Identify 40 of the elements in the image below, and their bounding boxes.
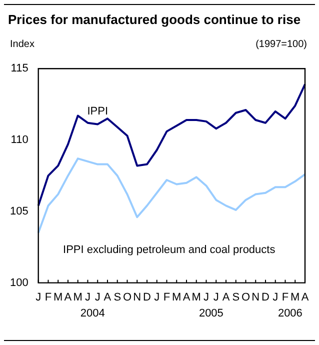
- text: 2006: [278, 307, 302, 320]
- x-tick-label: A: [301, 291, 310, 304]
- text: IPPI excluding petroleum and coal products: [63, 244, 276, 256]
- x-tick-label: J: [84, 291, 90, 304]
- x-tick-label: A: [182, 291, 191, 304]
- x-tick-label: J: [94, 291, 100, 304]
- x-tick-label: M: [54, 291, 63, 304]
- x-tick-label: J: [213, 291, 219, 304]
- x-tick-label: J: [36, 291, 42, 304]
- x-tick-label: M: [192, 291, 201, 304]
- x-tick-label: S: [114, 291, 122, 304]
- x-tick-label: F: [282, 291, 289, 304]
- x-tick-label: A: [104, 291, 112, 304]
- x-tick-label: J: [272, 291, 278, 304]
- x-tick-label: N: [133, 291, 142, 304]
- x-tick-label: M: [73, 291, 82, 304]
- x-tick-label: O: [122, 291, 132, 304]
- x-tick-label: A: [64, 291, 72, 304]
- chart-subtitle: (1997=100): [256, 39, 307, 50]
- x-tick-label: F: [163, 291, 170, 304]
- text: 2005: [198, 307, 224, 320]
- x-tick-label: D: [143, 291, 152, 304]
- y-tick-label: 115: [10, 62, 28, 75]
- y-tick-label: 100: [10, 276, 28, 289]
- x-tick-label: D: [262, 291, 270, 304]
- x-tick-label: M: [290, 291, 300, 304]
- x-tick-label: F: [44, 291, 52, 304]
- series-label: IPPI: [87, 105, 108, 118]
- y-axis-title: Index: [10, 39, 34, 50]
- y-tick-label: 105: [10, 205, 28, 218]
- x-tick-label: N: [252, 291, 260, 304]
- x-tick-label: A: [222, 291, 230, 304]
- x-tick-label: J: [154, 291, 160, 304]
- text: 2004: [80, 307, 105, 320]
- x-tick-label: O: [241, 291, 250, 304]
- y-tick-label: 110: [10, 134, 28, 146]
- chart-title: Prices for manufactured goods continue to rise: [8, 12, 301, 27]
- x-tick-label: S: [232, 291, 240, 304]
- x-tick-label: M: [172, 291, 182, 304]
- x-tick-label: J: [203, 291, 209, 304]
